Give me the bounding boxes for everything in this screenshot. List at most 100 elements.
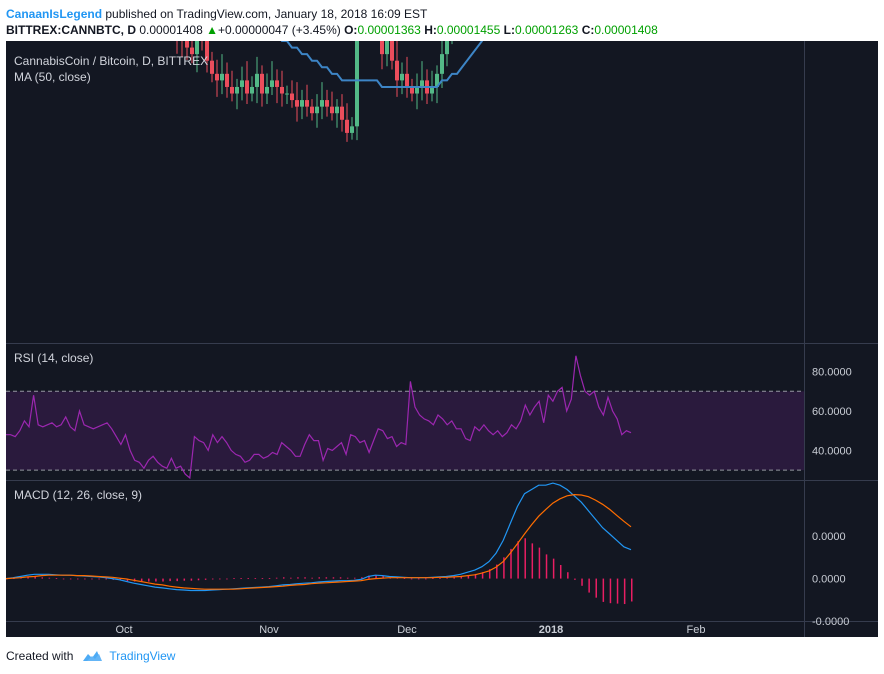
rsi-title: RSI (14, close) — [14, 351, 93, 365]
macd-histogram-bar — [368, 575, 370, 579]
macd-histogram-bar — [268, 578, 271, 579]
macd-histogram-bar — [332, 577, 335, 579]
macd-line — [6, 482, 632, 592]
tradingview-brand-link[interactable]: TradingView — [109, 649, 176, 663]
macd-histogram-bar — [197, 578, 200, 581]
macd-histogram-bar — [545, 554, 548, 579]
macd-histogram-bar — [488, 569, 491, 579]
candle-up — [350, 126, 354, 133]
up-arrow-icon: ▲ — [206, 23, 218, 37]
macd-histogram-bar — [48, 577, 51, 579]
macd-histogram-bar — [382, 576, 384, 579]
candle-down — [185, 41, 189, 48]
macd-histogram-bar — [474, 573, 477, 579]
candle-up — [235, 86, 239, 94]
candle-up — [255, 73, 259, 87]
candle-down — [310, 106, 314, 114]
candle-up — [270, 80, 274, 87]
candle-up — [265, 86, 269, 94]
macd-histogram-bar — [148, 578, 150, 582]
macd-histogram-bar — [325, 577, 328, 579]
macd-histogram-bar — [77, 578, 79, 580]
macd-histogram-bar — [410, 578, 413, 580]
macd-histogram-bar — [346, 577, 349, 579]
macd-histogram-bar — [233, 578, 235, 579]
candle-down — [305, 100, 309, 107]
candle-up — [240, 80, 244, 87]
macd-histogram-bar — [41, 577, 44, 579]
macd-histogram-bar — [524, 538, 526, 579]
macd-histogram-bar — [623, 578, 626, 605]
candle-down — [275, 80, 279, 87]
macd-histogram-bar — [211, 578, 214, 580]
macd-histogram-bar — [432, 578, 434, 579]
low-value: 0.00001263 — [514, 23, 579, 37]
macd-histogram-bar — [98, 578, 100, 580]
candle-up — [320, 100, 324, 107]
candle-up — [385, 41, 389, 55]
candle-down — [325, 100, 329, 107]
candle-down — [380, 41, 384, 55]
macd-histogram-bar — [496, 564, 498, 579]
tradingview-logo-icon — [83, 651, 103, 661]
macd-histogram-bar — [531, 543, 534, 579]
ma-line — [280, 41, 484, 88]
macd-histogram-bar — [609, 578, 612, 604]
candle-down — [210, 60, 214, 74]
rsi-tick-label: 40.0000 — [812, 445, 852, 457]
macd-histogram-bar — [190, 578, 193, 581]
time-tick-label: Nov — [259, 624, 279, 636]
candle-up — [335, 106, 339, 114]
close-value: 0.00001408 — [594, 23, 658, 37]
macd-histogram-bar — [176, 578, 178, 582]
candle-down — [190, 47, 194, 55]
macd-histogram-bar — [460, 576, 463, 579]
candle-up — [415, 86, 419, 94]
published-text: published on TradingView.com, January 18… — [105, 7, 428, 21]
macd-histogram-bar — [552, 558, 555, 579]
created-with-text: Created with — [6, 649, 74, 663]
open-value: 0.00001363 — [357, 23, 421, 37]
candle-down — [245, 80, 249, 94]
publish-header: CanaanIsLegend published on TradingView.… — [6, 6, 427, 22]
candle-down — [295, 100, 299, 107]
macd-histogram-bar — [481, 572, 484, 579]
candle-up — [220, 73, 224, 81]
macd-histogram-bar — [375, 575, 377, 579]
macd-histogram-bar — [261, 578, 264, 579]
macd-histogram-bar — [318, 577, 320, 579]
candle-down — [410, 86, 414, 94]
rsi-tick-label: 80.0000 — [812, 367, 852, 379]
macd-histogram-bar — [538, 547, 541, 579]
candle-up — [285, 93, 289, 95]
macd-histogram-bar — [126, 578, 129, 582]
ticker-line: BITTREX:CANNBTC, D 0.00001408 ▲+0.000000… — [6, 22, 658, 38]
author-link[interactable]: CanaanIsLegend — [6, 7, 103, 21]
macd-histogram-bar — [62, 578, 65, 580]
macd-histogram-bar — [595, 578, 597, 598]
macd-tick-label: 0.0000 — [812, 574, 846, 586]
macd-histogram-bar — [311, 577, 313, 579]
macd-histogram-bar — [574, 578, 576, 580]
candle-up — [420, 80, 424, 87]
macd-histogram-bar — [169, 578, 171, 582]
time-tick-label: Feb — [687, 624, 706, 636]
candle-up — [355, 41, 359, 127]
rsi-line — [6, 355, 632, 480]
candle-down — [405, 73, 409, 87]
open-label: O: — [344, 23, 358, 37]
symbol-label: BITTREX:CANNBTC, D — [6, 23, 136, 37]
high-label: H: — [424, 23, 437, 37]
candle-down — [345, 119, 349, 133]
high-value: 0.00001455 — [436, 23, 501, 37]
macd-histogram-bar — [254, 578, 257, 579]
macd-histogram-bar — [354, 577, 356, 579]
candle-down — [260, 73, 264, 94]
candle-up — [430, 86, 434, 94]
macd-histogram-bar — [559, 565, 562, 579]
macd-histogram-bar — [403, 578, 406, 579]
macd-histogram-bar — [105, 578, 107, 580]
chart-canvas[interactable]: 0.000005000.000010000.000015000.00002000… — [6, 41, 878, 637]
candle-down — [230, 86, 234, 94]
candle-down — [390, 41, 394, 61]
